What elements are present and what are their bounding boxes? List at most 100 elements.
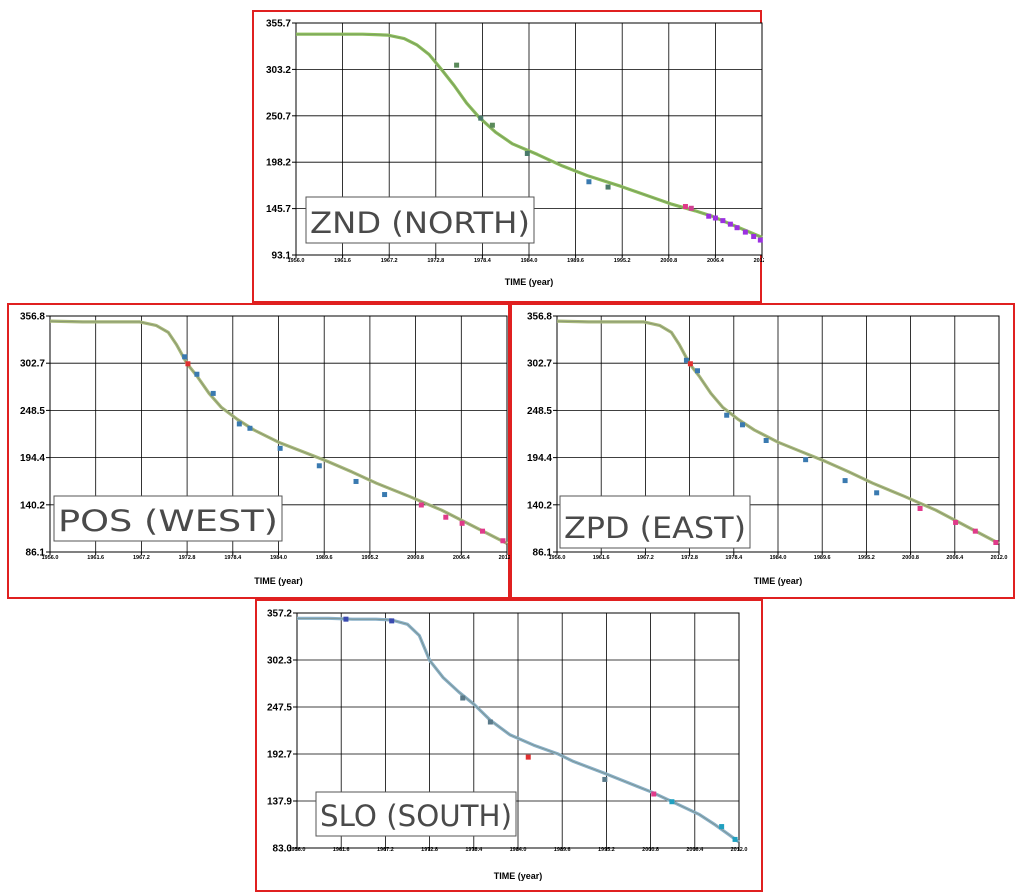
north-ytick-label-4: 145.7 [266,204,291,215]
west-ytick-label-0: 356.8 [20,312,45,323]
west-marker-10 [418,502,424,508]
north-ytick-label-1: 303.2 [266,65,291,76]
west-ytick-label-2: 248.5 [20,406,45,417]
east-ytick-label-2: 248.5 [527,406,552,417]
south-xtick-label-4: 1978.4 [465,847,483,853]
chart-panel-west: 356.8 302.7 248.5 194.4 140.2 86.1 1956.0 1961.… [7,303,512,599]
west-ytick-label-3: 194.4 [20,453,45,464]
north-marker-13 [742,229,748,235]
south-marker-6 [651,791,657,797]
east-ytick-label-0: 356.8 [527,312,552,323]
west-marker-8 [353,478,359,484]
west-series-core-0 [49,320,508,544]
east-ytick-label-4: 140.2 [527,500,552,511]
west-marker-6 [277,445,283,451]
west-xtick-label-0: 1956.0 [42,555,59,561]
north-station-label: ZND (NORTH) [310,206,530,240]
north-marker-6 [682,203,688,209]
east-marker-1 [687,361,693,367]
east-marker-3 [724,412,730,418]
west-marker-5 [247,425,253,431]
north-marker-4 [586,179,592,185]
west-x-axis-title: TIME (year) [254,576,303,586]
east-marker-7 [842,478,848,484]
north-xtick-label-9: 2006.4 [707,258,725,264]
east-xtick-label-1: 1961.6 [593,555,610,561]
west-ytick-label-4: 140.2 [20,500,45,511]
east-marker-8 [874,490,880,496]
east-x-axis-title: TIME (year) [754,576,803,586]
south-x-axis-title: TIME (year) [494,871,543,881]
north-xtick-label-7: 1995.2 [614,258,631,264]
south-marker-5 [602,776,608,782]
north-marker-15 [757,237,763,243]
north-marker-1 [478,115,484,121]
chart-panel-east: 356.8 302.7 248.5 194.4 140.2 86.1 1956.0 1961.… [510,303,1015,599]
north-x-axis-title: TIME (year) [505,277,554,287]
north-ytick-label-3: 198.2 [266,158,291,169]
south-marker-1 [389,618,395,624]
north-xtick-label-1: 1961.6 [334,258,351,264]
north-marker-2 [489,122,495,128]
chart-panel-north: 355.7 303.2 250.7 198.2 145.7 93.1 1956.0 1961.… [252,10,764,303]
chart-panel-south: 357.2 302.3 247.5 192.7 137.9 83.0 1956.0 1961.… [255,599,763,892]
north-marker-5 [605,184,611,190]
east-ytick-label-5: 86.1 [533,548,553,559]
west-marker-11 [443,514,449,520]
east-xtick-label-4: 1978.4 [725,555,743,561]
south-marker-8 [719,824,725,830]
south-marker-0 [343,616,349,622]
east-xtick-label-7: 1995.2 [858,555,875,561]
south-xtick-label-10: 2012.0 [731,847,748,853]
north-marker-3 [524,150,530,156]
west-xtick-label-1: 1961.6 [87,555,104,561]
west-xtick-label-8: 2000.8 [407,555,424,561]
west-ytick-label-5: 86.1 [26,548,46,559]
north-marker-7 [688,205,694,211]
north-marker-11 [727,221,733,227]
north-xtick-label-6: 1989.6 [567,258,584,264]
north-xtick-label-4: 1978.4 [474,258,492,264]
north-xtick-label-8: 2000.8 [660,258,677,264]
south-marker-3 [487,719,493,725]
south-station-label: SLO (SOUTH) [320,799,512,833]
east-marker-6 [803,457,809,463]
west-marker-14 [500,538,506,544]
north-marker-8 [706,213,712,219]
west-marker-4 [236,421,242,427]
west-xtick-label-3: 1972.8 [179,555,196,561]
west-marker-13 [480,528,486,534]
west-station-label-box [53,495,283,542]
east-xtick-label-0: 1956.0 [549,555,566,561]
west-marker-7 [316,463,322,469]
west-ytick-label-1: 302.7 [20,359,45,370]
east-marker-10 [953,519,959,525]
south-marker-9 [732,836,738,842]
west-marker-9 [382,492,388,498]
north-xtick-label-3: 1972.8 [427,258,444,264]
west-marker-12 [459,520,465,526]
north-ytick-label-5: 93.1 [272,251,292,262]
west-marker-0 [182,354,188,360]
west-xtick-label-7: 1995.2 [361,555,378,561]
west-xtick-label-5: 1984.0 [270,555,287,561]
north-marker-10 [720,218,726,224]
north-ytick-label-0: 355.7 [266,19,291,30]
south-ytick-label-1: 302.3 [267,656,292,667]
north-xtick-label-0: 1956.0 [288,258,305,264]
east-marker-9 [917,505,923,511]
south-xtick-label-1: 1961.6 [333,847,350,853]
east-xtick-label-10: 2012.0 [991,555,1008,561]
east-series-core-0 [556,320,1000,544]
south-ytick-label-4: 137.9 [267,797,292,808]
east-marker-2 [694,368,700,374]
north-ytick-label-2: 250.7 [266,111,291,122]
east-xtick-label-3: 1972.8 [681,555,698,561]
east-marker-12 [993,539,999,545]
east-station-label: ZPD (EAST) [564,511,746,545]
south-xtick-label-2: 1967.2 [377,847,394,853]
